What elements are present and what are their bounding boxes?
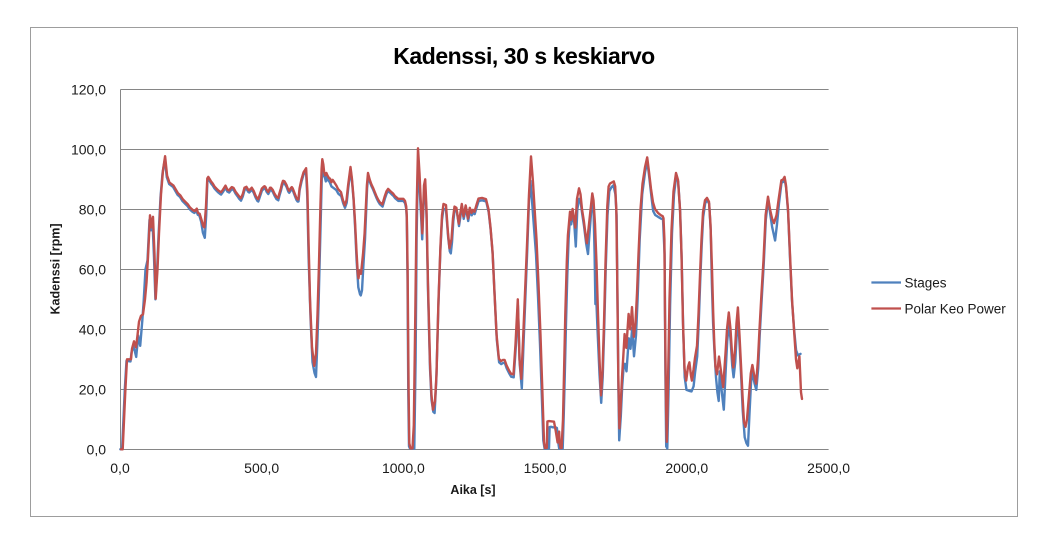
svg-text:Polar Keo Power: Polar Keo Power [905, 302, 1007, 317]
svg-text:2500,0: 2500,0 [807, 460, 850, 476]
svg-text:0,0: 0,0 [87, 442, 107, 458]
svg-text:80,0: 80,0 [79, 202, 106, 218]
svg-text:0,0: 0,0 [110, 460, 130, 476]
svg-text:60,0: 60,0 [79, 262, 106, 278]
svg-text:40,0: 40,0 [79, 322, 106, 338]
svg-text:1500,0: 1500,0 [524, 460, 567, 476]
svg-text:120,0: 120,0 [71, 82, 106, 98]
svg-text:Kadenssi, 30 s keskiarvo: Kadenssi, 30 s keskiarvo [393, 43, 655, 69]
svg-text:Stages: Stages [905, 276, 947, 291]
svg-text:100,0: 100,0 [71, 142, 106, 158]
svg-text:2000,0: 2000,0 [665, 460, 708, 476]
svg-text:500,0: 500,0 [244, 460, 279, 476]
svg-text:1000,0: 1000,0 [382, 460, 425, 476]
svg-text:Kadenssi [rpm]: Kadenssi [rpm] [49, 224, 63, 315]
svg-text:20,0: 20,0 [79, 382, 106, 398]
svg-text:Aika [s]: Aika [s] [450, 483, 495, 497]
